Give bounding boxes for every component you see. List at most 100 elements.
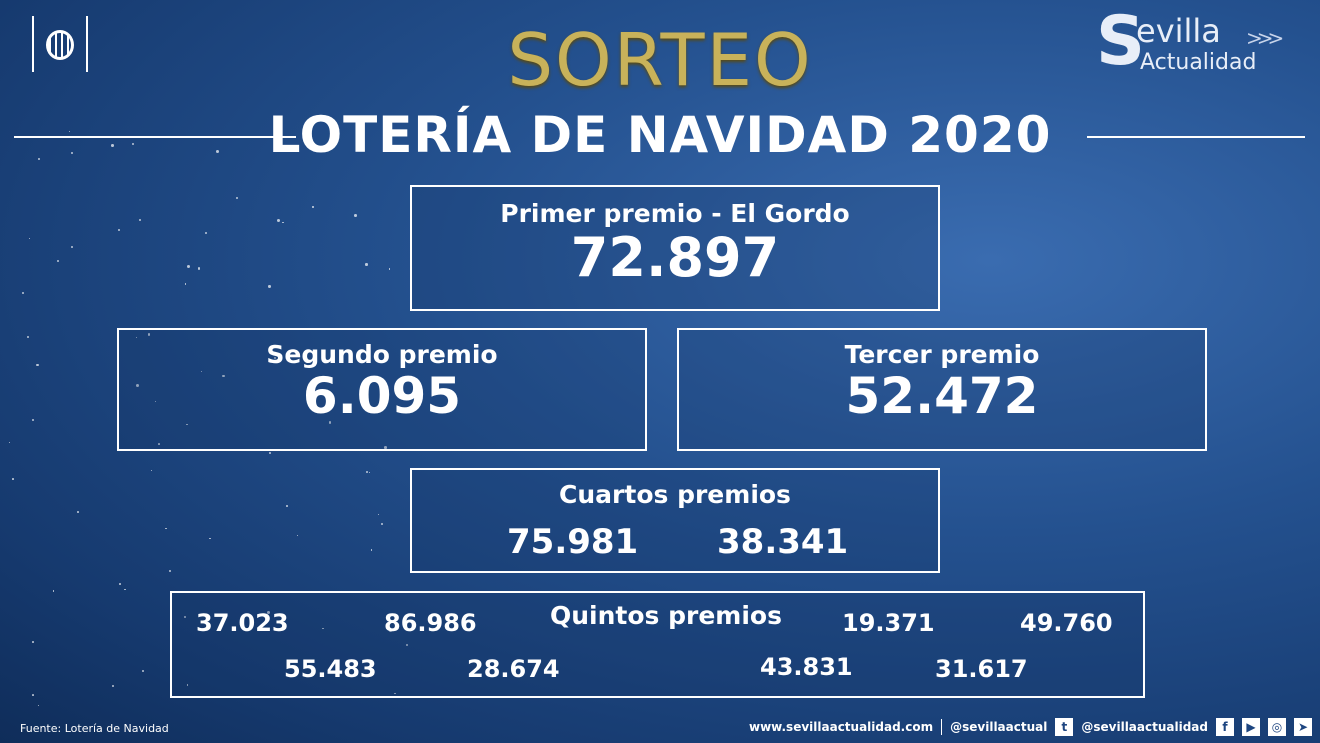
star-decoration xyxy=(200,370,202,372)
star-decoration xyxy=(57,259,60,263)
cuarto-number: 38.341 xyxy=(717,522,849,562)
star-decoration xyxy=(317,391,319,393)
star-decoration xyxy=(184,616,187,619)
quinto-number: 86.986 xyxy=(384,609,477,637)
star-decoration xyxy=(389,268,391,270)
primer-premio-box: Primer premio - El Gordo 72.897 xyxy=(410,185,940,311)
segundo-label: Segundo premio xyxy=(266,340,498,369)
youtube-icon[interactable]: ▶ xyxy=(1242,718,1260,736)
star-decoration xyxy=(384,446,387,449)
star-decoration xyxy=(328,421,332,424)
logo-s: S xyxy=(1096,2,1145,81)
tercer-label: Tercer premio xyxy=(844,340,1040,369)
arrows-icon: >>> xyxy=(1246,26,1284,50)
star-decoration xyxy=(354,214,357,218)
star-decoration xyxy=(151,469,153,471)
star-decoration xyxy=(377,513,379,516)
star-decoration xyxy=(186,684,188,686)
star-decoration xyxy=(158,443,161,446)
star-decoration xyxy=(135,337,137,339)
star-decoration xyxy=(32,419,35,422)
instagram-icon[interactable]: ◎ xyxy=(1268,718,1286,736)
sorteo-heading: SORTEO xyxy=(507,18,813,102)
star-decoration xyxy=(21,292,24,295)
twitter-icon[interactable]: t xyxy=(1055,718,1074,736)
star-decoration xyxy=(119,583,122,585)
star-decoration xyxy=(394,692,396,694)
star-decoration xyxy=(276,219,280,223)
star-decoration xyxy=(154,400,157,402)
star-decoration xyxy=(204,232,207,235)
star-decoration xyxy=(312,206,314,208)
cuartos-premios-box: Cuartos premios 75.981 38.341 xyxy=(410,468,940,573)
star-decoration xyxy=(141,669,145,673)
twitter-handle[interactable]: @sevillaactual xyxy=(950,720,1048,734)
star-decoration xyxy=(147,333,151,336)
primer-number: 72.897 xyxy=(570,226,780,289)
cuartos-label: Cuartos premios xyxy=(559,480,791,509)
star-decoration xyxy=(184,283,187,286)
star-decoration xyxy=(31,694,34,697)
footer-social: www.sevillaactualidad.com @sevillaactual… xyxy=(749,718,1312,736)
star-decoration xyxy=(168,570,171,573)
quinto-number: 19.371 xyxy=(842,609,935,637)
star-decoration xyxy=(187,264,191,268)
star-decoration xyxy=(28,238,30,240)
star-decoration xyxy=(273,357,277,360)
star-decoration xyxy=(112,684,115,688)
star-decoration xyxy=(32,641,35,643)
star-decoration xyxy=(406,643,409,646)
star-decoration xyxy=(235,196,238,199)
quinto-number: 49.760 xyxy=(1020,609,1113,637)
page-title: LOTERÍA DE NAVIDAD 2020 xyxy=(268,106,1052,164)
star-decoration xyxy=(111,144,114,147)
star-decoration xyxy=(369,471,371,474)
quinto-number: 28.674 xyxy=(467,655,560,683)
star-decoration xyxy=(285,505,288,507)
star-decoration xyxy=(186,423,188,426)
star-decoration xyxy=(321,627,324,630)
tercer-number: 52.472 xyxy=(845,367,1039,425)
star-decoration xyxy=(282,221,284,224)
star-decoration xyxy=(365,263,368,266)
website-link[interactable]: www.sevillaactualidad.com xyxy=(749,720,934,734)
quinto-number: 37.023 xyxy=(196,609,289,637)
star-decoration xyxy=(52,590,55,592)
star-decoration xyxy=(117,228,121,232)
tercer-premio-box: Tercer premio 52.472 xyxy=(677,328,1207,451)
star-decoration xyxy=(124,588,126,590)
quintos-label: Quintos premios xyxy=(550,601,782,630)
source-text: Fuente: Lotería de Navidad xyxy=(20,722,169,735)
loteria-logo xyxy=(32,16,88,72)
instagram-handle[interactable]: @sevillaactualidad xyxy=(1081,720,1208,734)
star-decoration xyxy=(296,534,299,536)
star-decoration xyxy=(366,470,369,473)
quinto-number: 43.831 xyxy=(760,653,853,681)
star-decoration xyxy=(26,336,29,339)
segundo-premio-box: Segundo premio 6.095 xyxy=(117,328,647,451)
star-decoration xyxy=(197,266,201,270)
star-decoration xyxy=(389,629,393,632)
star-decoration xyxy=(370,548,373,551)
star-decoration xyxy=(266,611,270,615)
star-decoration xyxy=(77,511,79,514)
logo-evilla: evilla xyxy=(1136,12,1221,50)
divider xyxy=(941,719,943,735)
star-decoration xyxy=(70,151,74,155)
star-decoration xyxy=(268,285,271,288)
cuarto-number: 75.981 xyxy=(507,522,639,562)
star-decoration xyxy=(36,363,39,367)
star-decoration xyxy=(69,130,71,132)
star-decoration xyxy=(138,219,141,222)
star-decoration xyxy=(165,527,167,530)
primer-label: Primer premio - El Gordo xyxy=(500,199,850,228)
star-decoration xyxy=(216,150,219,154)
star-decoration xyxy=(380,523,383,526)
star-decoration xyxy=(132,142,135,145)
star-decoration xyxy=(268,451,272,455)
facebook-icon[interactable]: f xyxy=(1216,718,1234,736)
sevilla-actualidad-logo: S evilla >>> Actualidad xyxy=(1096,2,1306,81)
quintos-premios-box: Quintos premios 37.023 86.986 19.371 49.… xyxy=(170,591,1145,698)
telegram-icon[interactable]: ➤ xyxy=(1294,718,1312,736)
star-decoration xyxy=(209,537,211,540)
